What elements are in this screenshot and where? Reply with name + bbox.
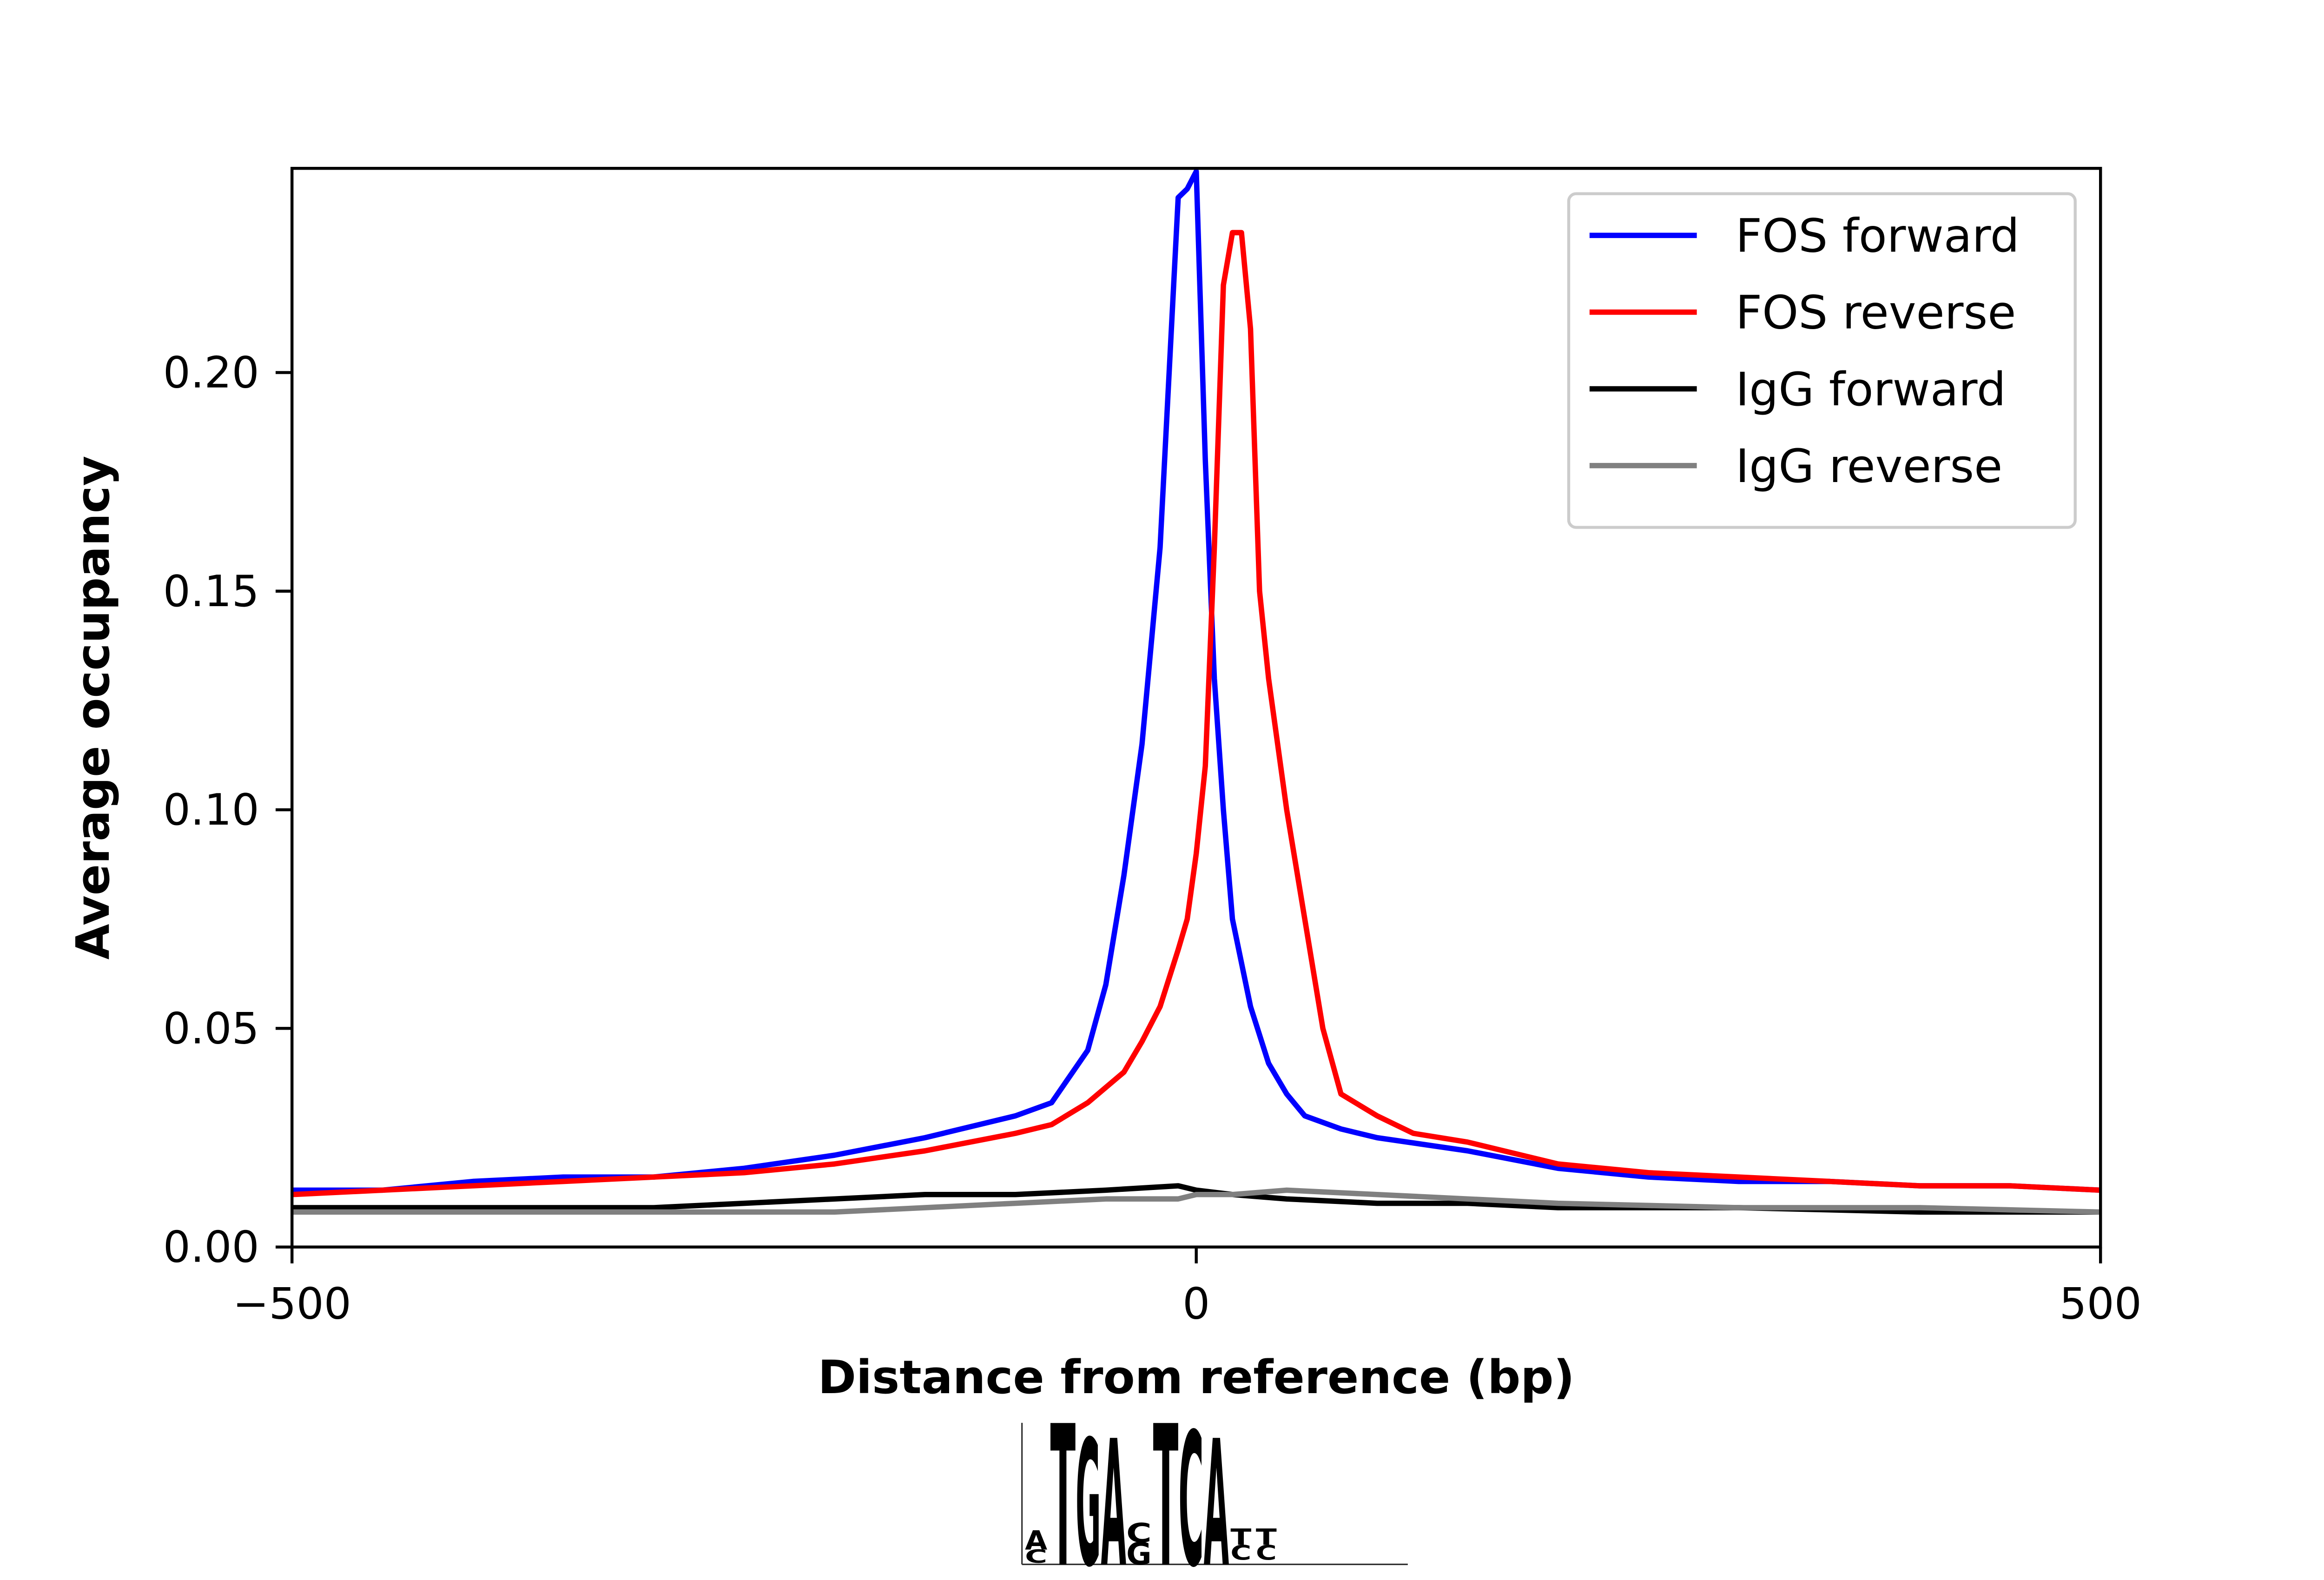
y-tick-label: 0.15 (163, 566, 259, 616)
y-tick-label: 0.05 (163, 1003, 259, 1053)
x-tick-label: 500 (2060, 1279, 2142, 1329)
logo-letter: A (1101, 1404, 1127, 1580)
logo-letter: C (1025, 1546, 1047, 1567)
logo-letter: C (1230, 1541, 1251, 1565)
y-tick-label: 0.10 (163, 785, 259, 835)
series-line (292, 1183, 2101, 1215)
series-line (292, 1187, 2101, 1215)
logo-letter: T (1153, 1384, 1179, 1580)
series-line (292, 168, 2101, 1193)
y-axis-label: Average occupancy (66, 456, 120, 959)
x-tick-label: −500 (233, 1279, 351, 1329)
logo-letter: G (1126, 1536, 1151, 1572)
logo-letter: A (1025, 1525, 1047, 1555)
logo-letter: G (1076, 1404, 1101, 1580)
logo-letter: C (1126, 1517, 1151, 1548)
x-axis-label: Distance from reference (bp) (818, 1351, 1575, 1404)
legend-label: IgG reverse (1736, 440, 2002, 493)
y-tick-label: 0.20 (163, 347, 259, 397)
x-tick-label: 0 (1182, 1279, 1210, 1329)
legend-label: FOS forward (1736, 210, 2020, 263)
series-line (291, 230, 2101, 1197)
logo-letter: C (1256, 1541, 1277, 1565)
legend-box (1567, 192, 2077, 529)
y-tick-label: 0.00 (163, 1222, 259, 1272)
legend-label: FOS reverse (1736, 286, 2016, 340)
logo-letter: C (1178, 1394, 1203, 1580)
logo-letter: A (1204, 1404, 1229, 1580)
logo-letter: T (1256, 1524, 1277, 1550)
legend-label: IgG forward (1736, 363, 2006, 416)
logo-letter: T (1050, 1384, 1076, 1580)
logo-letter: T (1230, 1524, 1251, 1550)
